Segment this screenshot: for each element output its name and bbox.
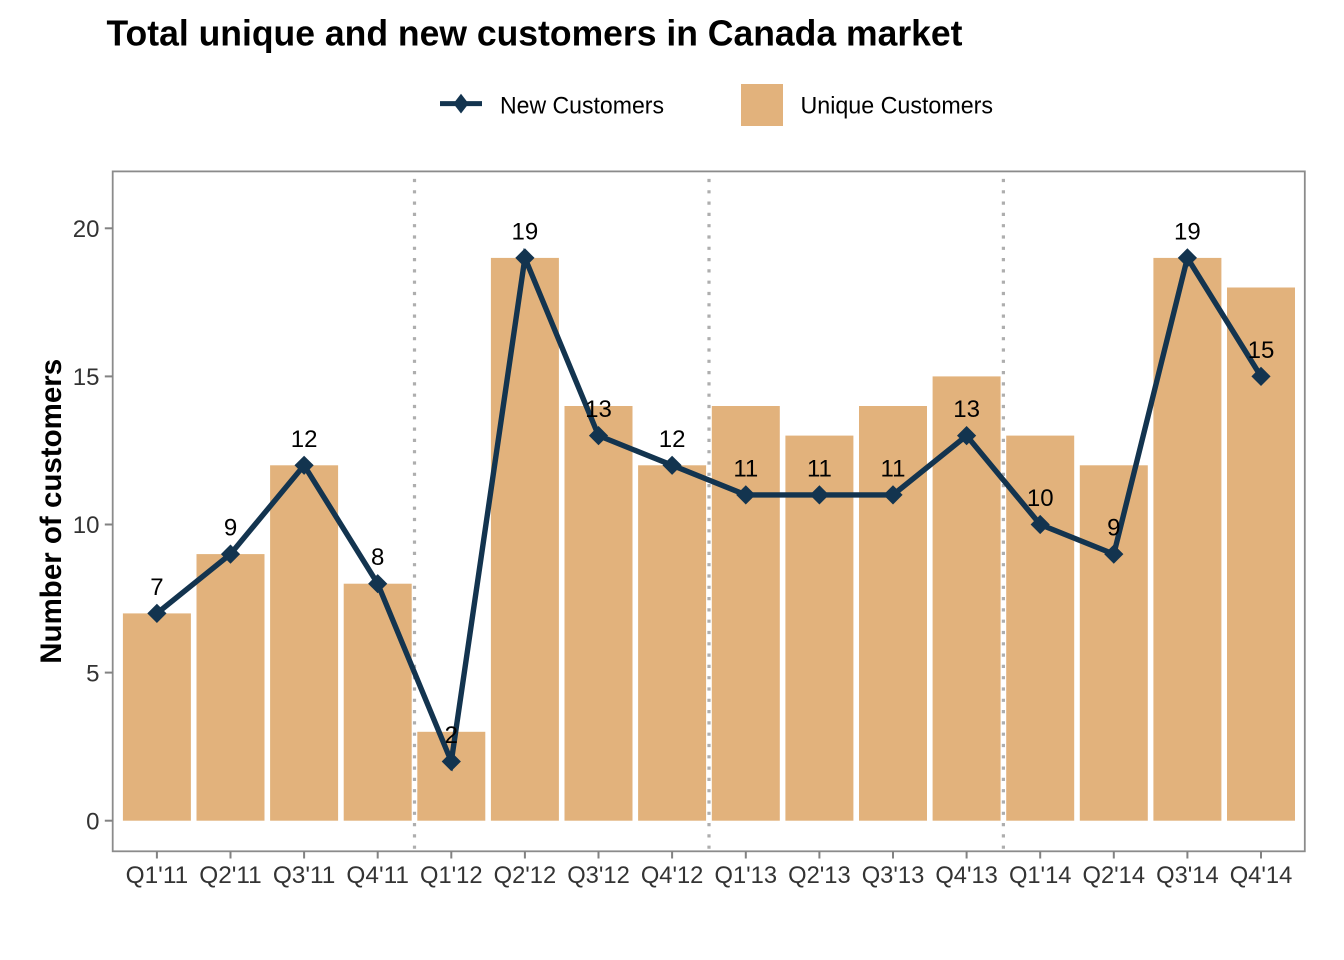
svg-text:8: 8 <box>371 544 384 571</box>
svg-text:Q2'13: Q2'13 <box>788 862 851 889</box>
svg-text:Q4'14: Q4'14 <box>1230 862 1293 889</box>
svg-text:12: 12 <box>659 426 686 453</box>
svg-text:15: 15 <box>73 364 100 391</box>
svg-text:11: 11 <box>881 455 906 482</box>
svg-text:Number of customers: Number of customers <box>35 359 68 664</box>
svg-text:9: 9 <box>1107 515 1120 542</box>
svg-text:11: 11 <box>807 455 832 482</box>
svg-text:13: 13 <box>585 396 612 423</box>
svg-text:Total unique and new customers: Total unique and new customers in Canada… <box>107 12 963 53</box>
svg-text:10: 10 <box>73 512 100 539</box>
svg-text:0: 0 <box>86 808 99 835</box>
svg-text:7: 7 <box>150 574 163 601</box>
svg-text:Q1'14: Q1'14 <box>1009 862 1072 889</box>
svg-text:11: 11 <box>733 455 758 482</box>
svg-text:Q2'14: Q2'14 <box>1083 862 1146 889</box>
svg-text:Q2'11: Q2'11 <box>199 862 262 889</box>
svg-text:5: 5 <box>86 660 99 687</box>
svg-text:Q4'12: Q4'12 <box>641 862 704 889</box>
svg-text:10: 10 <box>1027 485 1054 512</box>
svg-text:Q3'14: Q3'14 <box>1156 862 1219 889</box>
svg-text:New Customers: New Customers <box>500 92 664 119</box>
svg-text:19: 19 <box>1174 218 1201 245</box>
svg-text:Q4'13: Q4'13 <box>935 862 998 889</box>
svg-text:Q1'12: Q1'12 <box>420 862 483 889</box>
svg-text:20: 20 <box>73 216 100 243</box>
svg-text:13: 13 <box>953 396 980 423</box>
svg-text:2: 2 <box>445 722 458 749</box>
svg-text:Unique Customers: Unique Customers <box>801 92 994 119</box>
svg-text:9: 9 <box>224 515 237 542</box>
svg-text:19: 19 <box>512 218 539 245</box>
svg-text:Q1'13: Q1'13 <box>715 862 778 889</box>
svg-text:Q2'12: Q2'12 <box>494 862 557 889</box>
svg-text:Q1'11: Q1'11 <box>126 862 189 889</box>
svg-text:Q4'11: Q4'11 <box>346 862 409 889</box>
svg-text:Q3'11: Q3'11 <box>273 862 336 889</box>
svg-text:Q3'13: Q3'13 <box>862 862 925 889</box>
svg-text:12: 12 <box>291 426 318 453</box>
svg-text:Q3'12: Q3'12 <box>567 862 630 889</box>
svg-text:15: 15 <box>1248 337 1275 364</box>
